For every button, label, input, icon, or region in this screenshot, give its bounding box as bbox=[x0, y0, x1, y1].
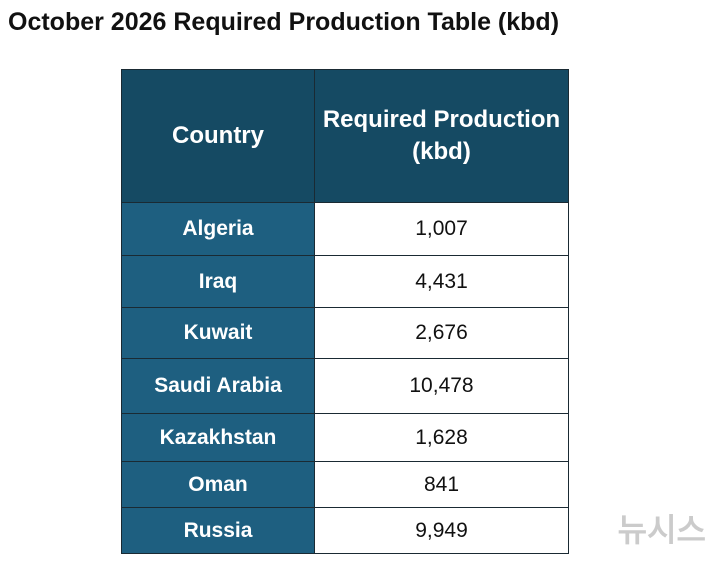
table-row: Saudi Arabia 10,478 bbox=[121, 358, 569, 414]
table-row: Algeria 1,007 bbox=[121, 202, 569, 256]
value-cell: 1,007 bbox=[314, 202, 569, 256]
value-cell: 2,676 bbox=[314, 307, 569, 359]
country-cell: Kazakhstan bbox=[121, 413, 315, 462]
column-header-text: Required Production (kbd) bbox=[322, 106, 561, 165]
country-cell: Kuwait bbox=[121, 307, 315, 359]
table-row: Russia 9,949 bbox=[121, 507, 569, 554]
table-row: Oman 841 bbox=[121, 461, 569, 508]
country-cell: Algeria bbox=[121, 202, 315, 256]
country-cell: Oman bbox=[121, 461, 315, 508]
table-row: Kuwait 2,676 bbox=[121, 307, 569, 359]
value-cell: 9,949 bbox=[314, 507, 569, 554]
table-row: Iraq 4,431 bbox=[121, 255, 569, 308]
table-row: Kazakhstan 1,628 bbox=[121, 413, 569, 462]
value-cell: 841 bbox=[314, 461, 569, 508]
column-header: Required Production (kbd) bbox=[314, 69, 569, 203]
country-cell: Russia bbox=[121, 507, 315, 554]
production-table: Country Required Production (kbd) Algeri… bbox=[121, 69, 569, 554]
value-cell: 4,431 bbox=[314, 255, 569, 308]
header-row: Country Required Production (kbd) bbox=[121, 69, 569, 203]
title: October 2026 Required Production Table (… bbox=[8, 8, 560, 36]
column-header: Country bbox=[121, 69, 315, 203]
watermark: 뉴시스 bbox=[617, 511, 706, 549]
value-cell: 10,478 bbox=[314, 358, 569, 414]
value-cell: 1,628 bbox=[314, 413, 569, 462]
country-cell: Saudi Arabia bbox=[121, 358, 315, 414]
table-body: Algeria 1,007 Iraq 4,431 Kuwait 2,676 Saudi Ar… bbox=[121, 202, 569, 554]
country-cell: Iraq bbox=[121, 255, 315, 308]
